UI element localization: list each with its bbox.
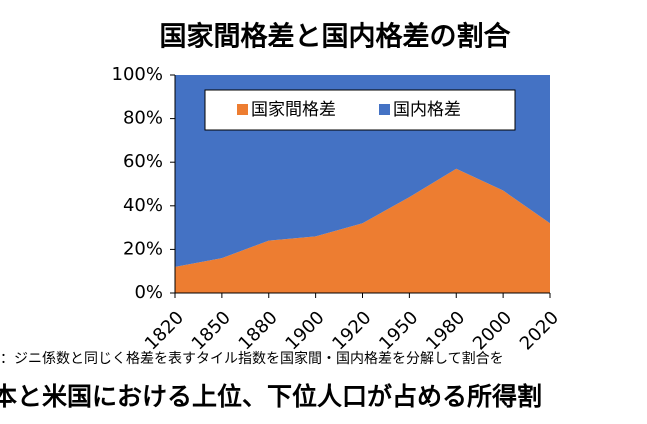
x-tick-label: 1850 bbox=[188, 307, 235, 354]
y-tick-label: 60% bbox=[123, 151, 163, 172]
x-tick-label: 1950 bbox=[375, 307, 422, 354]
y-tick-label: 0% bbox=[134, 282, 163, 303]
x-tick-label: 2020 bbox=[516, 307, 563, 354]
note: ：ジニ係数と同じく格差を表すタイル指数を国家間・国内格差を分解して割合を bbox=[0, 350, 504, 367]
caption: 本と米国における上位、下位人口が占める所得割 bbox=[0, 382, 542, 411]
legend-swatch bbox=[379, 104, 390, 115]
legend-label: 国家間格差 bbox=[251, 100, 336, 120]
legend-label: 国内格差 bbox=[393, 100, 461, 120]
x-tick-label: 2000 bbox=[469, 307, 516, 354]
y-tick-label: 100% bbox=[112, 64, 163, 85]
y-tick-label: 20% bbox=[123, 238, 163, 259]
x-tick-label: 1920 bbox=[328, 307, 375, 354]
x-tick-label: 1900 bbox=[281, 307, 328, 354]
x-tick-label: 1980 bbox=[422, 307, 469, 354]
legend-box bbox=[204, 89, 516, 131]
y-tick-label: 80% bbox=[123, 108, 163, 129]
area bbox=[175, 168, 550, 293]
chart-title: 国家間格差と国内格差の割合 bbox=[160, 21, 511, 53]
legend-swatch bbox=[237, 104, 248, 115]
x-tick-label: 1880 bbox=[235, 307, 282, 354]
x-tick-label: 1820 bbox=[141, 307, 188, 354]
y-tick-label: 40% bbox=[123, 195, 163, 216]
